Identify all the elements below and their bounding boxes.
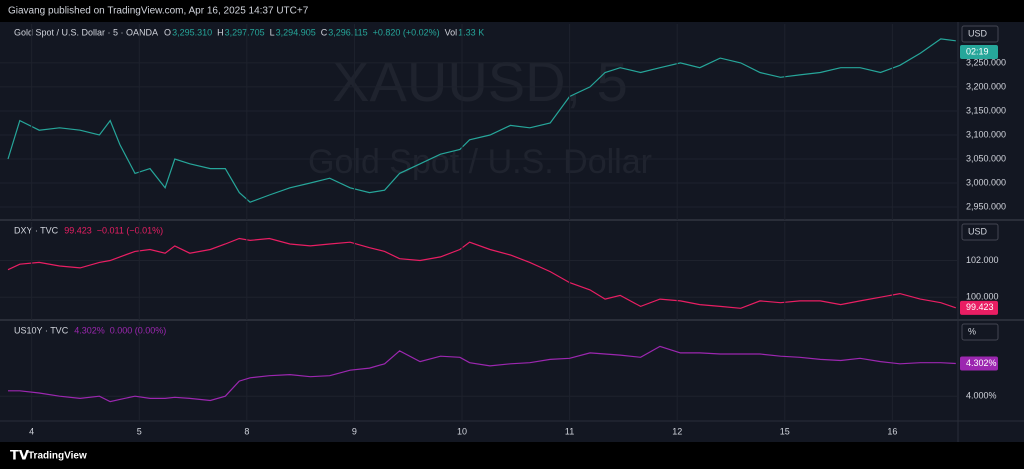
y-tick-label: 3,150.000 — [966, 105, 1006, 115]
y-tick-label: 2,950.000 — [966, 201, 1006, 211]
y-tick-label: 3,050.000 — [966, 153, 1006, 163]
y-tick-label: 3,200.000 — [966, 81, 1006, 91]
legend-item: L — [270, 27, 275, 37]
x-tick-label: 4 — [29, 426, 34, 436]
pane-title: Gold Spot / U.S. Dollar · 5 · OANDA — [14, 27, 158, 37]
pane-title: DXY · TVC — [14, 225, 59, 235]
y-tick-label: 100.000 — [966, 292, 999, 302]
price-line — [8, 345, 956, 403]
currency-box — [961, 223, 999, 241]
publish-header: Giavang published on TradingView.com, Ap… — [8, 6, 309, 17]
legend-item: Vol — [445, 27, 458, 37]
currency-label: USD — [968, 28, 988, 38]
x-tick-label: 5 — [137, 426, 142, 436]
x-tick-label: 11 — [565, 426, 574, 436]
y-tick-label: 4.000% — [966, 391, 997, 401]
pane-title: US10Y · TVC — [14, 325, 69, 335]
chart-area — [0, 22, 1024, 442]
y-tick-label: 3,250.000 — [966, 57, 1006, 67]
x-tick-label: 12 — [672, 426, 682, 436]
price-line — [7, 237, 956, 309]
y-tick-label: 102.000 — [966, 255, 999, 265]
price-line — [7, 38, 956, 203]
last-value-badge — [960, 300, 998, 315]
last-value-badge — [960, 45, 998, 59]
legend-item: H — [217, 27, 224, 37]
x-tick-label: 16 — [887, 426, 897, 436]
legend-item: 1.33 K — [458, 27, 484, 37]
footer-brand: TradingView — [28, 451, 87, 462]
legend-item: 0.000 (0.00%) — [110, 325, 167, 335]
x-tick-label: 15 — [780, 426, 790, 436]
x-tick-label: 8 — [244, 426, 249, 436]
legend-item: 99.423 — [64, 225, 92, 235]
y-tick-label: 3,000.000 — [966, 177, 1006, 187]
y-tick-label: 3,100.000 — [966, 129, 1006, 139]
legend-item: 3,294.905 — [276, 27, 316, 37]
legend-item: C — [321, 27, 328, 37]
x-tick-label: 9 — [352, 426, 357, 436]
currency-label: USD — [968, 226, 988, 236]
last-value-label: 99.423 — [966, 302, 994, 312]
watermark-sub: Gold Spot / U.S. Dollar — [308, 143, 652, 181]
legend-item: +0.820 (+0.02%) — [373, 27, 440, 37]
legend-item: −0.011 (−0.01%) — [97, 225, 163, 235]
last-value-badge — [960, 356, 998, 371]
watermark: XAUUSD, 5 — [332, 50, 628, 113]
last-value-label: 02:19 — [966, 46, 989, 56]
legend-item: 3,297.705 — [225, 27, 265, 37]
x-tick-label: 10 — [457, 426, 467, 436]
tv-logo: 𝗧𝗩 — [10, 447, 29, 462]
currency-box — [961, 25, 999, 43]
last-value-label: 4.302% — [966, 358, 997, 368]
currency-box — [961, 323, 999, 341]
legend-item: O — [164, 27, 171, 37]
currency-label: % — [968, 326, 976, 336]
legend-item: 4.302% — [74, 325, 105, 335]
legend-item: 3,295.310 — [172, 27, 212, 37]
legend-item: 3,296.115 — [328, 27, 367, 37]
